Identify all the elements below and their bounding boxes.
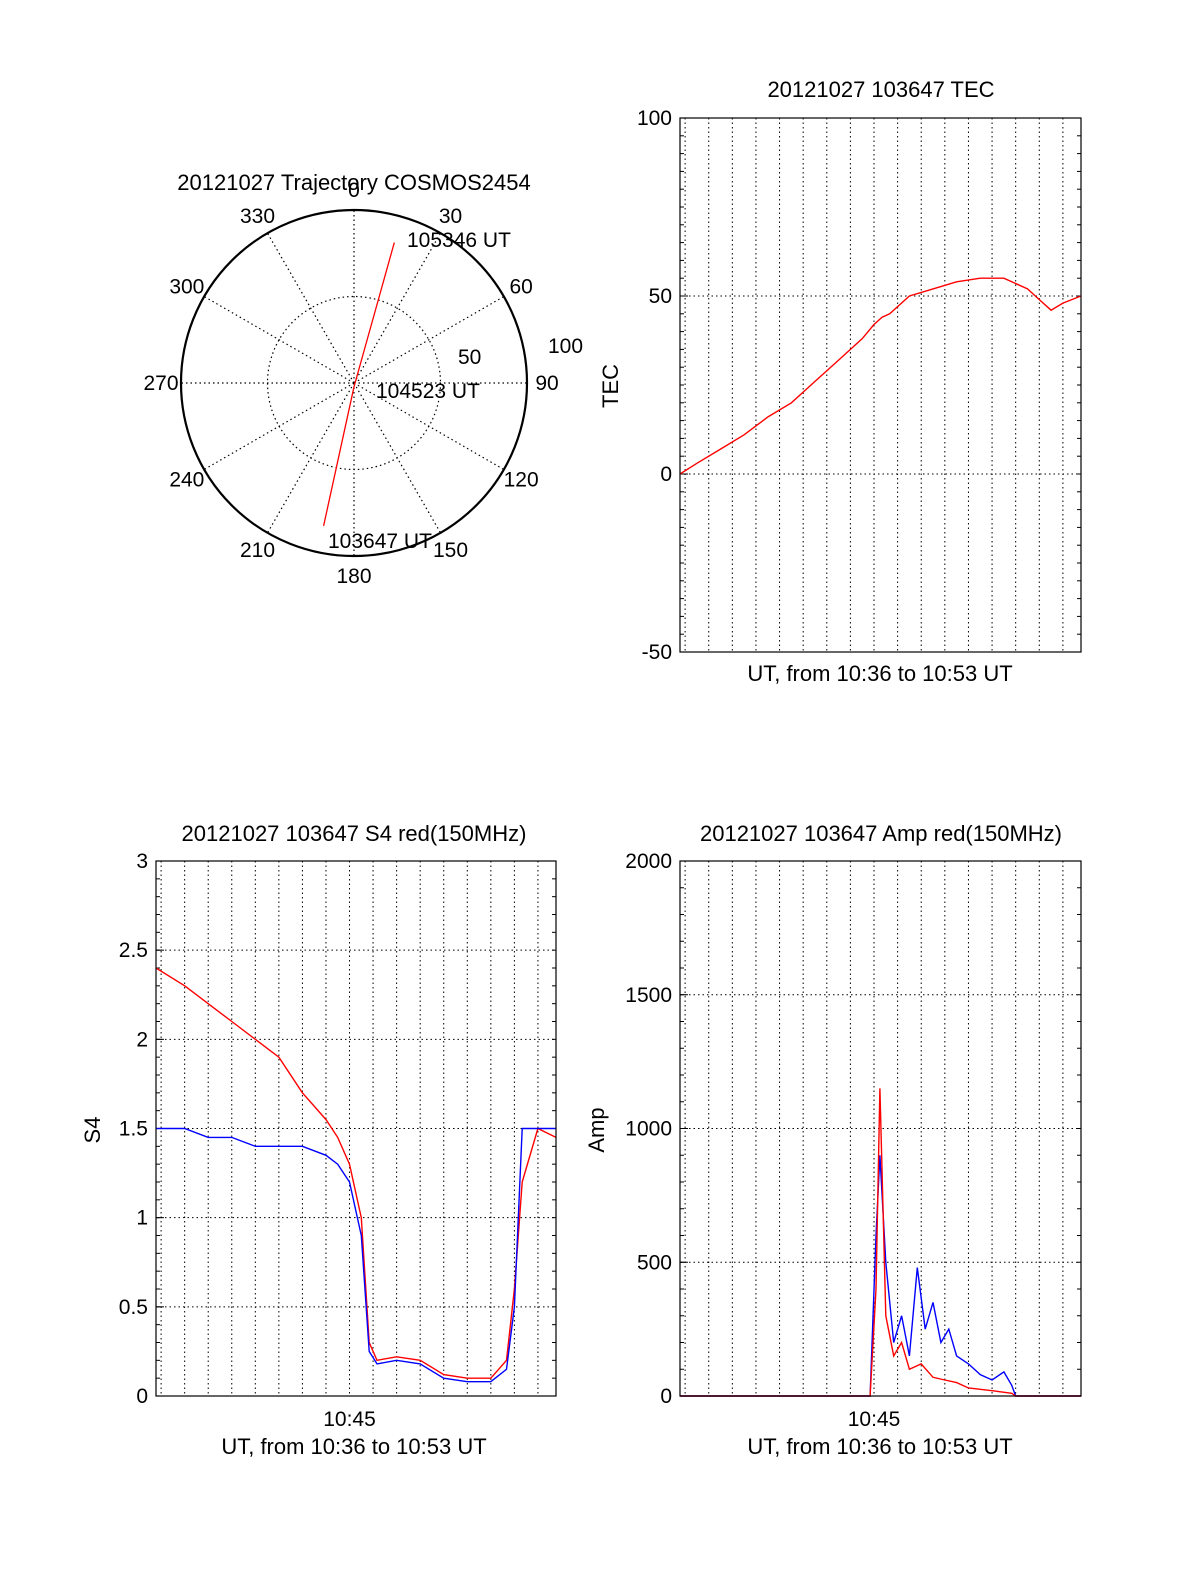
polar-angle-label: 0 bbox=[348, 179, 360, 202]
s4-xlabel: UT, from 10:36 to 10:53 UT bbox=[221, 1434, 486, 1459]
polar-spoke bbox=[203, 382, 355, 471]
polar-angle-label: 90 bbox=[535, 372, 558, 395]
polar-angle-label: 150 bbox=[433, 539, 468, 562]
polar-angle-label: 180 bbox=[336, 565, 371, 588]
s4-title: 20121027 103647 S4 red(150MHz) bbox=[182, 821, 527, 846]
y-tick-label: 3 bbox=[136, 850, 148, 873]
series-line-0 bbox=[155, 967, 557, 1379]
tec-ylabel: TEC bbox=[598, 364, 623, 408]
y-tick-label: 0 bbox=[136, 1385, 148, 1408]
s4-ylabel: S4 bbox=[80, 1117, 105, 1144]
x-tick-label: 10:45 bbox=[848, 1408, 901, 1431]
polar-spoke bbox=[266, 232, 355, 384]
plot-frame bbox=[155, 860, 557, 1397]
y-tick-label: 100 bbox=[637, 107, 672, 130]
annotation-105346: 105346 UT bbox=[407, 229, 511, 252]
polar-spoke bbox=[353, 232, 442, 384]
polar-spoke bbox=[203, 295, 355, 384]
y-tick-label: 1.5 bbox=[119, 1118, 148, 1141]
trajectory-polar-plot: 20121027 Trajectory COSMOS2454 0 30 60 90 12… bbox=[143, 170, 583, 588]
y-tick-label: 0 bbox=[660, 463, 672, 486]
s4-plot: 20121027 103647 S4 red(150MHz) UT, from … bbox=[80, 821, 557, 1459]
polar-angle-label: 330 bbox=[240, 205, 275, 228]
y-tick-label: 1000 bbox=[625, 1118, 672, 1141]
x-tick-label: 10:45 bbox=[323, 1408, 376, 1431]
polar-spoke bbox=[353, 382, 442, 534]
y-tick-label: 50 bbox=[649, 285, 672, 308]
polar-angle-label: 60 bbox=[509, 276, 532, 299]
annotation-104523: 104523 UT bbox=[376, 380, 480, 403]
y-tick-label: 2 bbox=[136, 1028, 148, 1051]
polar-spoke bbox=[353, 382, 505, 471]
y-tick-label: 500 bbox=[637, 1251, 672, 1274]
polar-angle-label: 300 bbox=[169, 276, 204, 299]
series-line-0 bbox=[680, 1155, 1081, 1397]
tec-title: 20121027 103647 TEC bbox=[767, 77, 994, 102]
polar-angle-label: 240 bbox=[169, 469, 204, 492]
plot-frame bbox=[679, 860, 1082, 1397]
tec-xlabel: UT, from 10:36 to 10:53 UT bbox=[747, 661, 1012, 686]
radius-label-50: 50 bbox=[458, 346, 481, 369]
polar-angle-label: 270 bbox=[143, 372, 178, 395]
annotation-103647: 103647 UT bbox=[328, 530, 432, 553]
polar-spoke bbox=[266, 382, 355, 534]
y-tick-label: 2.5 bbox=[119, 939, 148, 962]
y-tick-label: -50 bbox=[642, 641, 672, 664]
amp-plot: 20121027 103647 Amp red(150MHz) UT, from… bbox=[584, 821, 1082, 1459]
tec-plot: 20121027 103647 TEC UT, from 10:36 to 10… bbox=[598, 77, 1082, 686]
series-line-0 bbox=[679, 277, 1082, 475]
series-line-1 bbox=[680, 1088, 1081, 1397]
y-tick-label: 1500 bbox=[625, 984, 672, 1007]
polar-angle-labels: 0 30 60 90 120 150 180 210 240 270 300 330 bbox=[143, 179, 558, 588]
amp-ylabel: Amp bbox=[584, 1107, 609, 1152]
polar-angle-label: 120 bbox=[504, 469, 539, 492]
amp-title: 20121027 103647 Amp red(150MHz) bbox=[700, 821, 1062, 846]
amp-xlabel: UT, from 10:36 to 10:53 UT bbox=[747, 1434, 1012, 1459]
y-tick-label: 2000 bbox=[625, 850, 672, 873]
y-tick-label: 0 bbox=[660, 1385, 672, 1408]
polar-angle-label: 30 bbox=[439, 205, 462, 228]
plot-frame bbox=[679, 117, 1082, 653]
trajectory-track bbox=[322, 242, 395, 527]
radius-label-100: 100 bbox=[548, 335, 583, 358]
y-tick-label: 0.5 bbox=[119, 1296, 148, 1319]
polar-grid bbox=[179, 208, 529, 558]
polar-outer-ring bbox=[179, 208, 529, 558]
y-tick-label: 1 bbox=[136, 1207, 148, 1230]
polar-angle-label: 210 bbox=[240, 539, 275, 562]
polar-title: 20121027 Trajectory COSMOS2454 bbox=[177, 170, 530, 195]
polar-spoke bbox=[353, 295, 505, 384]
series-line-1 bbox=[156, 1127, 556, 1383]
